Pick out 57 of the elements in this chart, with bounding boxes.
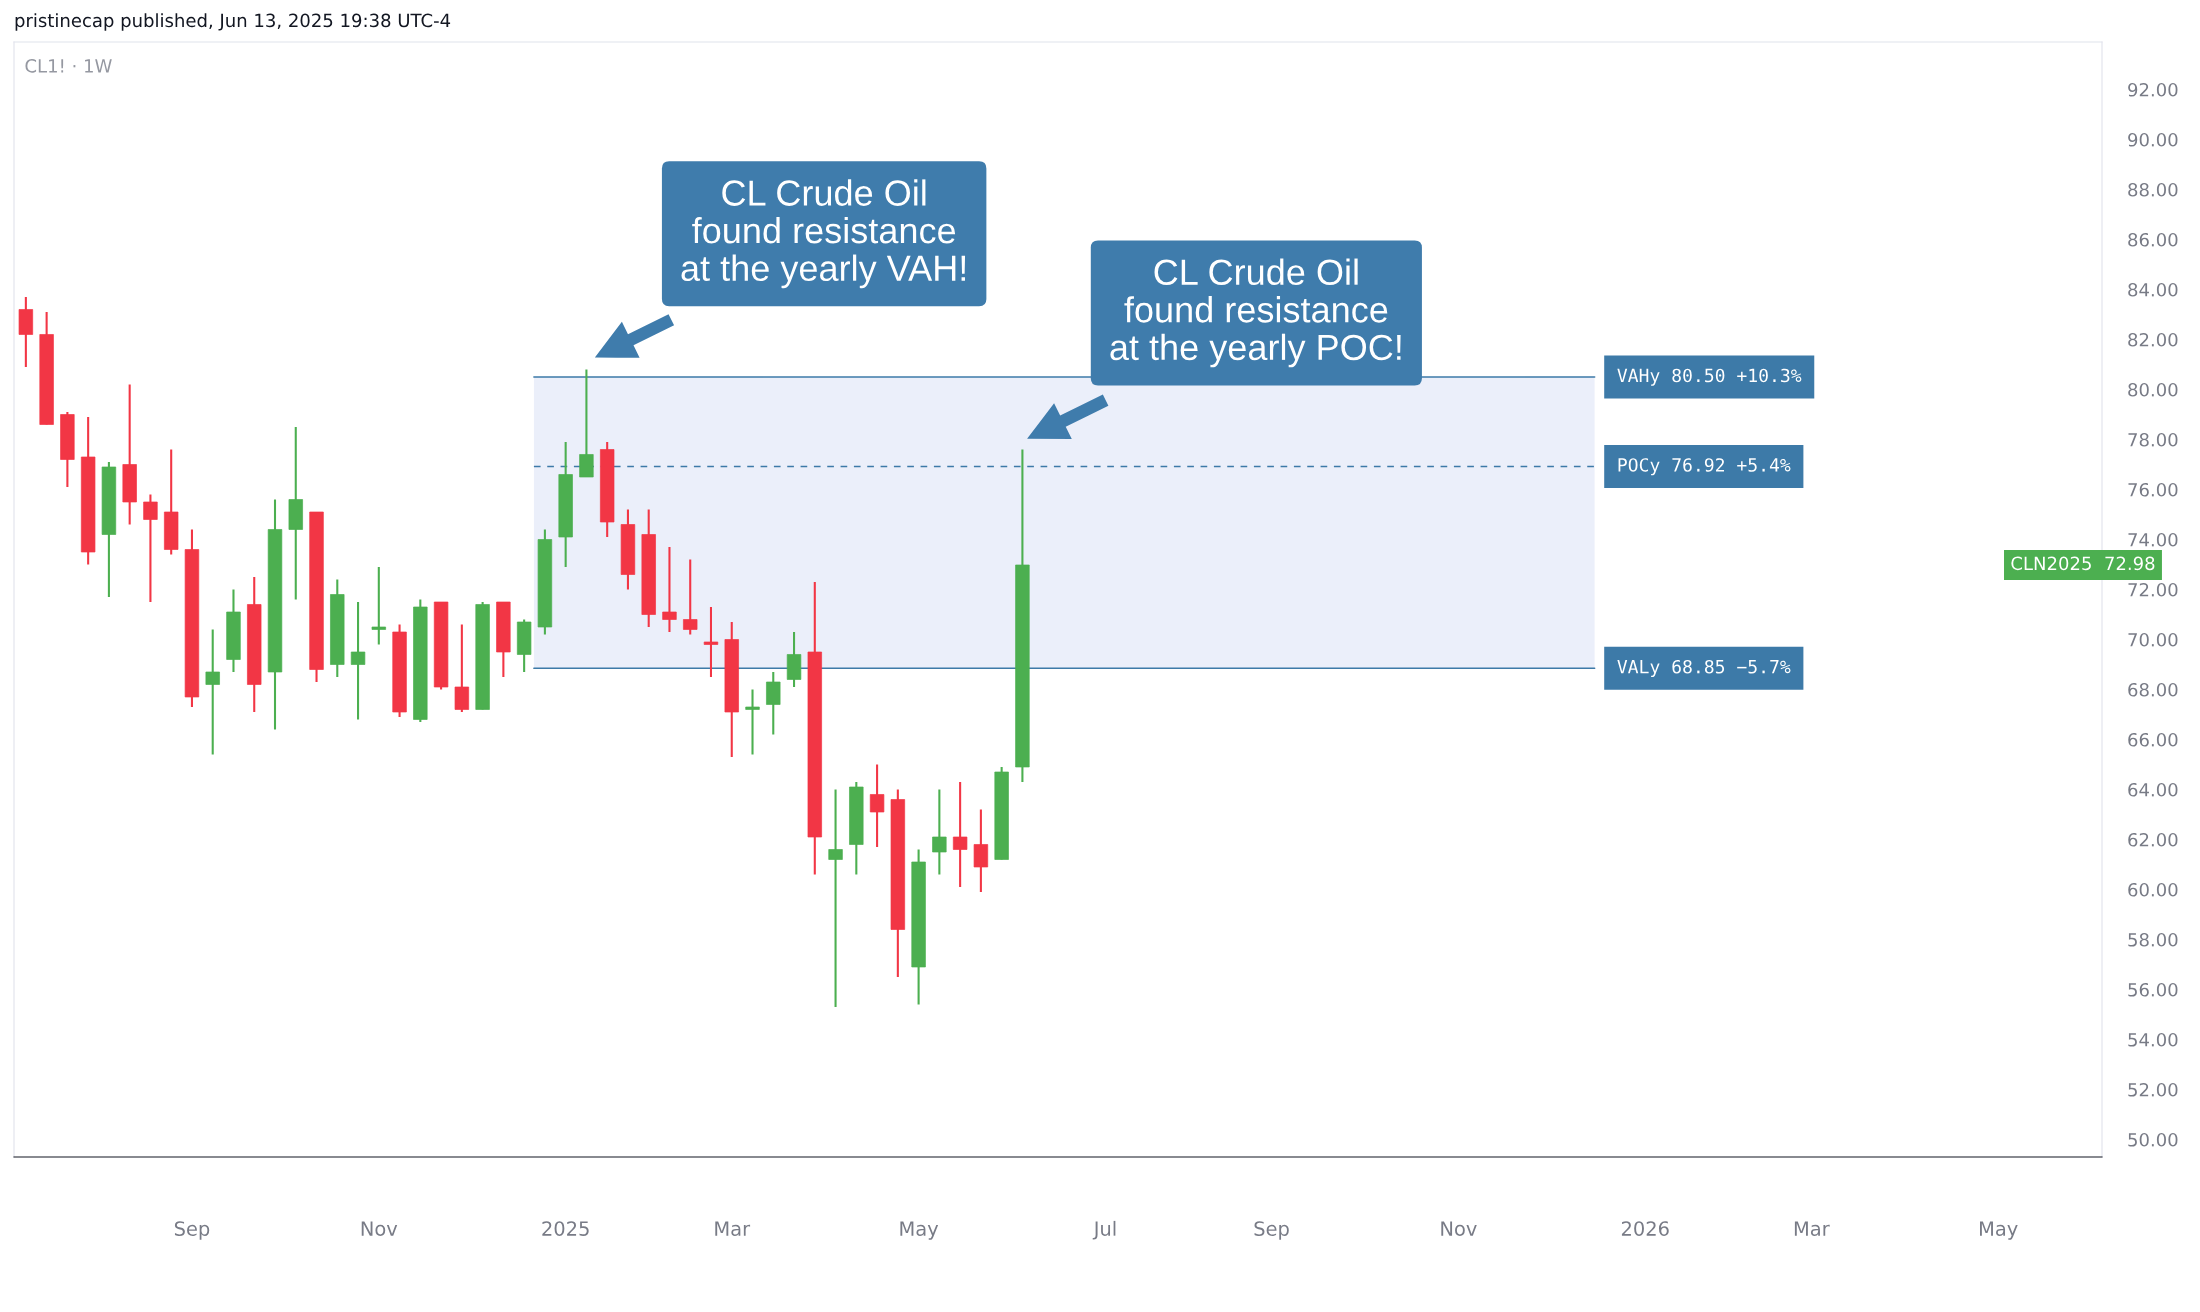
ref-line-label: POCy 76.92 +5.4% — [1618, 458, 1791, 476]
y-tick-label: 64.00 — [2128, 782, 2178, 797]
x-tick-label: Mar — [1794, 1221, 1830, 1236]
x-tick-label: May — [900, 1221, 939, 1240]
ref-line-label: VAHy 80.50 +10.3% — [1617, 368, 1802, 386]
y-tick-label: 72.00 — [2128, 582, 2178, 597]
y-tick-label: 88.00 — [2128, 182, 2178, 197]
y-tick-label: 84.00 — [2128, 282, 2178, 297]
y-tick-label: 56.00 — [2128, 982, 2178, 997]
y-tick-label: 86.00 — [2128, 232, 2178, 247]
y-tick-label: 90.00 — [2128, 132, 2178, 147]
x-tick-label: Sep — [1254, 1221, 1289, 1240]
y-tick-label: 58.00 — [2128, 932, 2178, 947]
y-tick-label: 76.00 — [2128, 482, 2178, 497]
candlestick — [579, 368, 594, 479]
y-tick-label: 54.00 — [2128, 1032, 2178, 1047]
y-tick-label: 92.00 — [2128, 82, 2178, 97]
candlestick — [828, 788, 843, 1009]
x-tick-label: Mar — [715, 1221, 751, 1236]
y-tick-label: 70.00 — [2128, 632, 2178, 647]
text: CL1! · 1W — [25, 59, 112, 73]
annotation: CL Crude Oil found resistance at the yearly POC! — [1110, 258, 1401, 368]
candlestick — [869, 763, 885, 849]
candlestick — [454, 623, 470, 714]
y-tick-label: 82.00 — [2128, 332, 2178, 347]
y-tick-label: 62.00 — [2128, 832, 2178, 847]
y-tick-label: 50.00 — [2128, 1132, 2178, 1147]
chart-title: pristinecap published, Jun 13, 2025 19:38 UTC-4 — [15, 13, 451, 31]
x-tick-label: Nov — [1441, 1221, 1477, 1236]
annotation: CLN2025 72.98 — [2011, 556, 2155, 571]
y-tick-label: 60.00 — [2128, 882, 2178, 897]
x-tick-label: May — [1980, 1221, 2018, 1240]
x-tick-label: 2025 — [542, 1221, 589, 1236]
y-tick-label: 52.00 — [2128, 1082, 2178, 1097]
candlestick — [371, 565, 386, 646]
y-tick-label: 68.00 — [2128, 682, 2178, 697]
x-tick-label: Nov — [361, 1221, 398, 1236]
candlestick — [973, 808, 989, 894]
x-tick-label: Jul — [1092, 1220, 1116, 1240]
y-tick-label: 74.00 — [2128, 532, 2178, 547]
candlestick — [745, 688, 760, 756]
candlestick — [350, 600, 366, 721]
candlestick — [205, 628, 220, 756]
ref-line-label: VALy 68.85 −5.7% — [1617, 659, 1791, 678]
candlestick — [662, 545, 677, 634]
x-tick-label: 2026 — [1621, 1221, 1669, 1236]
candlestick — [703, 605, 719, 679]
candlestick — [143, 493, 158, 604]
y-tick-label: 66.00 — [2128, 732, 2178, 747]
candlestick — [683, 558, 698, 636]
candlestick — [932, 788, 947, 876]
annotation: CL Crude Oil found resistance at the yearly VAH! — [681, 179, 966, 289]
x-tick-label: Sep — [174, 1221, 210, 1240]
candlestick — [766, 670, 781, 736]
candlestick — [952, 780, 968, 889]
y-tick-label: 78.00 — [2128, 432, 2178, 447]
y-tick-label: 80.00 — [2128, 382, 2178, 397]
